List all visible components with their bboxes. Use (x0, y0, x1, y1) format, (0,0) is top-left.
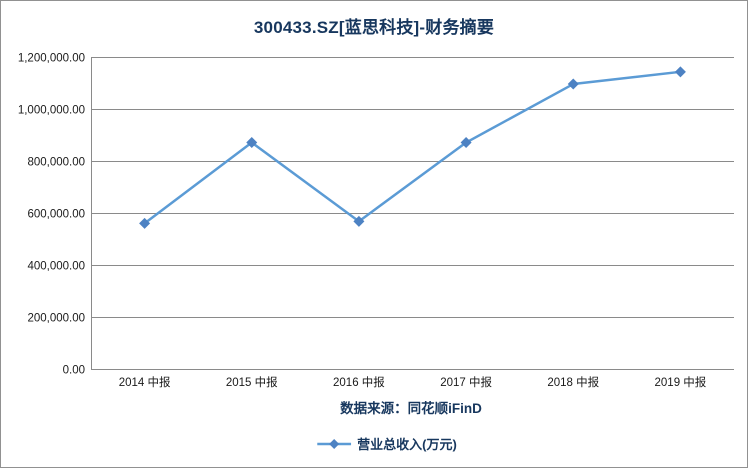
y-tick-label: 400,000.00 (27, 261, 85, 273)
y-tick-label: 600,000.00 (27, 209, 85, 221)
revenue-line (143, 70, 682, 225)
data-point-marker (460, 137, 472, 149)
y-tick-label: 0.00 (63, 365, 85, 377)
data-point-marker (567, 78, 579, 90)
legend-label: 营业总收入(万元) (357, 437, 457, 452)
x-tick-label: 2019 中报 (655, 375, 707, 389)
x-tick-label: 2015 中报 (226, 375, 278, 389)
y-tick-label: 200,000.00 (27, 313, 85, 325)
data-point-marker (674, 66, 686, 78)
data-point-marker (139, 217, 151, 229)
x-tick-label: 2018 中报 (547, 375, 599, 389)
y-tick-label: 1,200,000.00 (18, 53, 85, 65)
legend: 营业总收入(万元) (317, 434, 457, 453)
x-tick-label: 2014 中报 (119, 375, 171, 389)
y-tick-label: 800,000.00 (27, 157, 85, 169)
data-point-marker (246, 137, 258, 149)
data-point-marker (353, 215, 365, 227)
x-tick-label: 2017 中报 (440, 375, 492, 389)
y-tick-label: 1,000,000.00 (18, 105, 85, 117)
data-source-label: 数据来源：同花顺iFinD (340, 401, 482, 416)
chart-title: 300433.SZ[蓝思科技]-财务摘要 (253, 18, 495, 37)
x-tick-label: 2016 中报 (333, 375, 385, 389)
legend-line-marker-icon (317, 438, 352, 449)
